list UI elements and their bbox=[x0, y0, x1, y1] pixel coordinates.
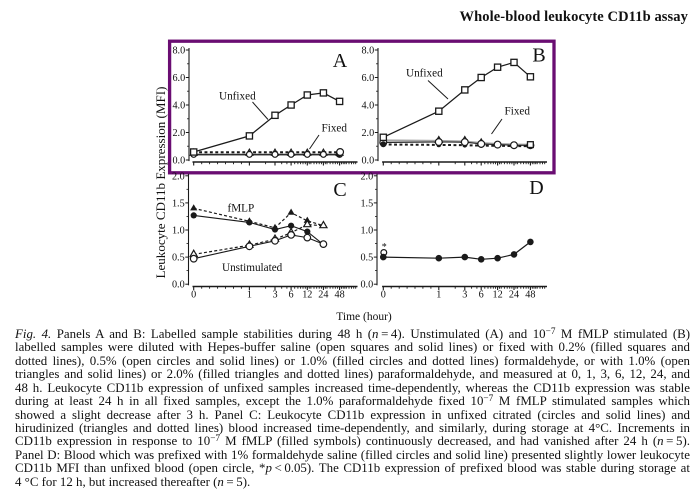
svg-text:2.0: 2.0 bbox=[172, 171, 185, 182]
svg-text:4.0: 4.0 bbox=[361, 101, 374, 112]
svg-text:2.0: 2.0 bbox=[361, 128, 374, 139]
svg-text:1.0: 1.0 bbox=[172, 226, 185, 237]
svg-text:6: 6 bbox=[289, 290, 294, 301]
svg-text:1: 1 bbox=[247, 290, 252, 301]
svg-text:4.0: 4.0 bbox=[172, 101, 185, 112]
svg-text:B: B bbox=[532, 45, 545, 67]
svg-text:0.0: 0.0 bbox=[360, 280, 373, 291]
svg-text:1: 1 bbox=[436, 290, 441, 301]
svg-text:Fixed: Fixed bbox=[322, 123, 348, 135]
svg-text:0.0: 0.0 bbox=[172, 156, 185, 167]
svg-text:1.5: 1.5 bbox=[360, 198, 373, 209]
svg-text:D: D bbox=[529, 177, 543, 199]
svg-text:24: 24 bbox=[318, 290, 328, 301]
svg-text:48: 48 bbox=[335, 290, 345, 301]
svg-text:0.5: 0.5 bbox=[172, 253, 185, 264]
svg-text:6.0: 6.0 bbox=[361, 73, 374, 84]
svg-text:2.0: 2.0 bbox=[360, 171, 373, 182]
svg-text:Unfixed: Unfixed bbox=[406, 68, 443, 80]
svg-text:0.5: 0.5 bbox=[360, 253, 373, 264]
svg-text:0.0: 0.0 bbox=[361, 156, 374, 167]
svg-text:3: 3 bbox=[462, 290, 467, 301]
svg-text:48: 48 bbox=[525, 290, 535, 301]
svg-text:A: A bbox=[333, 50, 348, 72]
svg-text:2.0: 2.0 bbox=[172, 128, 185, 139]
svg-text:0: 0 bbox=[191, 290, 196, 301]
svg-text:fMLP: fMLP bbox=[228, 203, 255, 215]
svg-text:6.0: 6.0 bbox=[172, 73, 185, 84]
svg-text:8.0: 8.0 bbox=[172, 46, 185, 57]
svg-text:Unfixed: Unfixed bbox=[219, 91, 256, 103]
svg-text:1.5: 1.5 bbox=[172, 198, 185, 209]
svg-text:12: 12 bbox=[493, 290, 503, 301]
svg-text:6: 6 bbox=[479, 290, 484, 301]
svg-text:0: 0 bbox=[381, 290, 386, 301]
svg-text:*: * bbox=[382, 242, 387, 253]
svg-text:8.0: 8.0 bbox=[361, 46, 374, 57]
svg-text:Time (hour): Time (hour) bbox=[336, 311, 392, 323]
svg-text:Unstimulated: Unstimulated bbox=[222, 262, 283, 274]
svg-text:24: 24 bbox=[509, 290, 519, 301]
svg-text:12: 12 bbox=[302, 290, 312, 301]
svg-text:Leukocyte CD11b Expression (MF: Leukocyte CD11b Expression (MFI) bbox=[153, 87, 168, 279]
svg-text:3: 3 bbox=[272, 290, 277, 301]
svg-text:0.0: 0.0 bbox=[172, 280, 185, 291]
svg-text:Fixed: Fixed bbox=[505, 106, 531, 118]
svg-text:C: C bbox=[333, 179, 346, 201]
svg-text:1.0: 1.0 bbox=[360, 226, 373, 237]
